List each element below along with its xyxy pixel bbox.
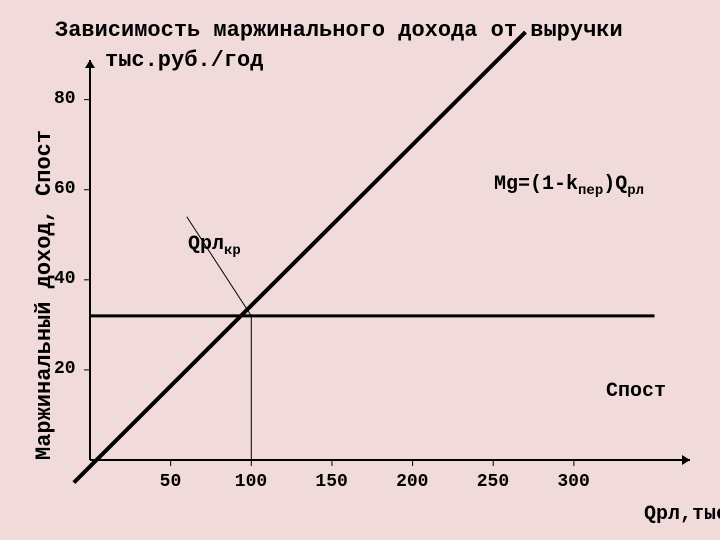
chart-stage: Зависимость маржинального дохода от выру… <box>0 0 720 540</box>
x-tick-label: 250 <box>477 472 509 492</box>
y-tick-label: 80 <box>54 89 76 109</box>
y-tick-label: 40 <box>54 269 76 289</box>
x-tick-label: 300 <box>557 472 589 492</box>
x-tick-label: 50 <box>160 472 182 492</box>
y-tick-label: 20 <box>54 359 76 379</box>
x-axis-label-main: Qрл <box>644 503 680 526</box>
chart-svg <box>0 0 720 540</box>
x-tick-label: 100 <box>235 472 267 492</box>
break-even-sub: кр <box>224 243 241 259</box>
break-even-main: Qрл <box>188 233 224 256</box>
x-axis-arrow-icon <box>682 455 690 465</box>
const-cost-label: Спост <box>606 380 666 403</box>
x-tick-label: 200 <box>396 472 428 492</box>
x-axis-label-unit: ,тыс.руб. <box>680 503 720 526</box>
mg-formula-sub2: рл <box>627 183 644 199</box>
x-tick-label: 150 <box>315 472 347 492</box>
mg-formula-sub1: пер <box>578 183 603 199</box>
chart-title-line1: Зависимость маржинального дохода от выру… <box>55 18 623 43</box>
chart-title-line2: тыс.руб./год <box>105 48 263 73</box>
mg-formula-p0: Mg=(1-k <box>494 173 578 196</box>
mg-formula-p2: )Q <box>603 173 627 196</box>
x-axis-label: Qрл,тыс.руб. <box>596 480 720 540</box>
break-even-label: Qрлкр <box>140 210 241 282</box>
y-tick-label: 60 <box>54 179 76 199</box>
y-axis-arrow-icon <box>85 60 95 68</box>
mg-formula-label: Mg=(1-kпер)Qрл <box>446 150 644 222</box>
